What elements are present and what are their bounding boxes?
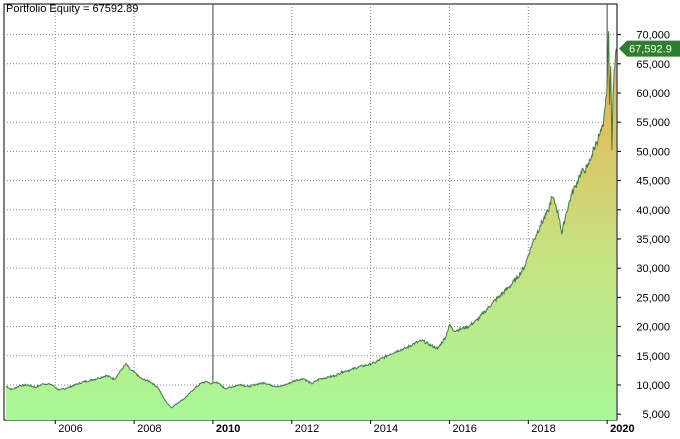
- y-tick-label: 10,000: [636, 380, 670, 392]
- x-tick-label: 2020: [610, 423, 634, 435]
- x-tick-label: 2012: [295, 423, 319, 435]
- x-tick-label: 2014: [374, 423, 398, 435]
- y-tick-label: 5,000: [642, 409, 670, 421]
- y-tick-label: 65,000: [636, 59, 670, 71]
- y-tick-label: 70,000: [636, 30, 670, 42]
- x-tick-label: 2018: [531, 423, 555, 435]
- x-tick-label: 2008: [137, 423, 161, 435]
- y-tick-label: 25,000: [636, 292, 670, 304]
- last-value-label: 67,592.9: [629, 44, 672, 56]
- equity-line: [5, 31, 617, 409]
- y-tick-label: 55,000: [636, 117, 670, 129]
- y-tick-label: 40,000: [636, 205, 670, 217]
- equity-area: [6, 31, 617, 420]
- x-tick-label: 2016: [452, 423, 476, 435]
- y-tick-label: 50,000: [636, 146, 670, 158]
- chart-title: Portfolio Equity = 67592.89: [6, 3, 139, 15]
- x-tick-label: 2006: [58, 423, 82, 435]
- y-tick-label: 20,000: [636, 322, 670, 334]
- y-tick-label: 15,000: [636, 351, 670, 363]
- y-tick-label: 60,000: [636, 88, 670, 100]
- y-tick-label: 45,000: [636, 176, 670, 188]
- y-tick-label: 35,000: [636, 234, 670, 246]
- last-value-marker: [619, 40, 680, 57]
- y-tick-label: 30,000: [636, 263, 670, 275]
- x-tick-label: 2010: [216, 423, 240, 435]
